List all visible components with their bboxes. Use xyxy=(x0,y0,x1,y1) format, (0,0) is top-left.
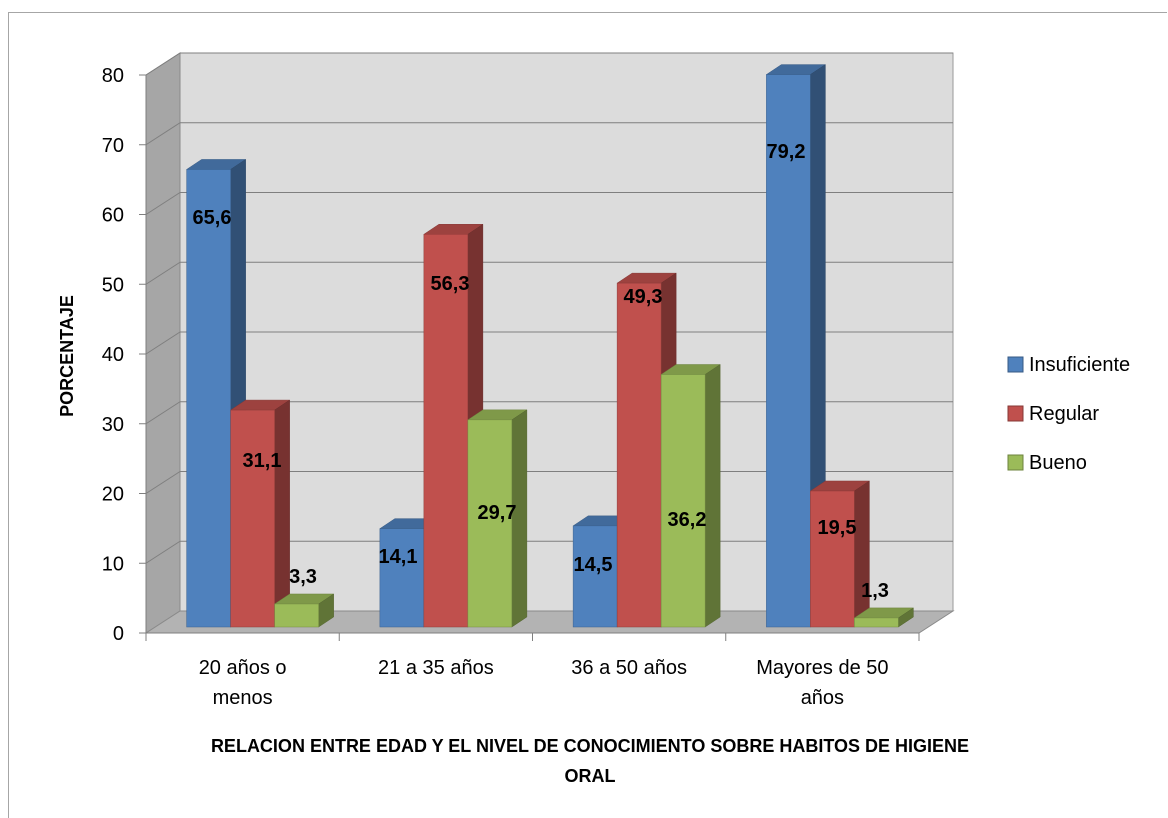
x-axis-title: ORAL xyxy=(565,766,616,786)
legend-swatch-regular xyxy=(1007,405,1024,422)
legend-swatch-insuficiente xyxy=(1007,356,1024,373)
legend-label-insuficiente: Insuficiente xyxy=(1029,354,1130,376)
y-tick-label: 80 xyxy=(102,65,124,87)
x-category-label: 20 años o xyxy=(199,657,287,679)
x-category-label: Mayores de 50 xyxy=(756,657,888,679)
gridline-side xyxy=(145,52,181,76)
y-tick-label: 60 xyxy=(102,205,124,227)
bar-bueno xyxy=(467,419,513,628)
data-label: 79,2 xyxy=(767,141,806,163)
bar-bueno xyxy=(854,617,899,628)
gridline-side xyxy=(145,540,181,564)
chart-frame xyxy=(8,12,1167,818)
bar-insuficiente xyxy=(186,169,231,628)
x-category-label: 36 a 50 años xyxy=(571,657,687,679)
bar-insuficiente xyxy=(379,528,425,628)
y-tick-label: 50 xyxy=(102,274,124,296)
x-category-label: años xyxy=(801,687,844,709)
data-label: 49,3 xyxy=(624,286,663,308)
data-label: 1,3 xyxy=(861,580,889,602)
data-label: 19,5 xyxy=(818,517,857,539)
y-tick-label: 30 xyxy=(102,414,124,436)
y-axis-title: PORCENTAJE xyxy=(57,295,77,417)
gridline-side xyxy=(145,122,181,146)
legend-label-bueno: Bueno xyxy=(1029,452,1087,474)
gridline-side xyxy=(145,261,181,285)
bar-side-regular xyxy=(274,399,290,628)
data-label: 14,1 xyxy=(379,546,418,568)
y-tick-label: 70 xyxy=(102,135,124,157)
y-tick-label: 10 xyxy=(102,553,124,575)
gridline-side xyxy=(145,331,181,355)
bar-regular xyxy=(810,490,855,628)
x-axis-title: RELACION ENTRE EDAD Y EL NIVEL DE CONOCI… xyxy=(211,736,969,756)
gridline-side xyxy=(145,401,181,425)
y-tick-label: 20 xyxy=(102,484,124,506)
data-label: 14,5 xyxy=(574,554,613,576)
legend-swatch-bueno xyxy=(1007,454,1024,471)
bar-bueno xyxy=(660,374,706,628)
bar-insuficiente xyxy=(766,74,811,628)
legend-label-regular: Regular xyxy=(1029,403,1099,425)
gridline-side xyxy=(145,192,181,215)
data-label: 3,3 xyxy=(289,566,317,588)
y-tick-label: 0 xyxy=(113,623,124,645)
x-category-label: menos xyxy=(213,687,273,709)
data-label: 29,7 xyxy=(478,502,517,524)
bar-regular xyxy=(230,409,275,628)
bar-side-regular xyxy=(854,480,870,628)
data-label: 56,3 xyxy=(431,273,470,295)
bar-insuficiente xyxy=(572,525,618,628)
x-category-label: 21 a 35 años xyxy=(378,657,494,679)
data-label: 36,2 xyxy=(668,509,707,531)
bar-bueno xyxy=(274,603,319,628)
data-label: 65,6 xyxy=(193,207,232,229)
data-label: 31,1 xyxy=(243,450,282,472)
bar-regular xyxy=(616,282,662,628)
bar-side-bueno xyxy=(704,364,721,628)
gridline-side xyxy=(145,471,181,494)
y-tick-label: 40 xyxy=(102,344,124,366)
